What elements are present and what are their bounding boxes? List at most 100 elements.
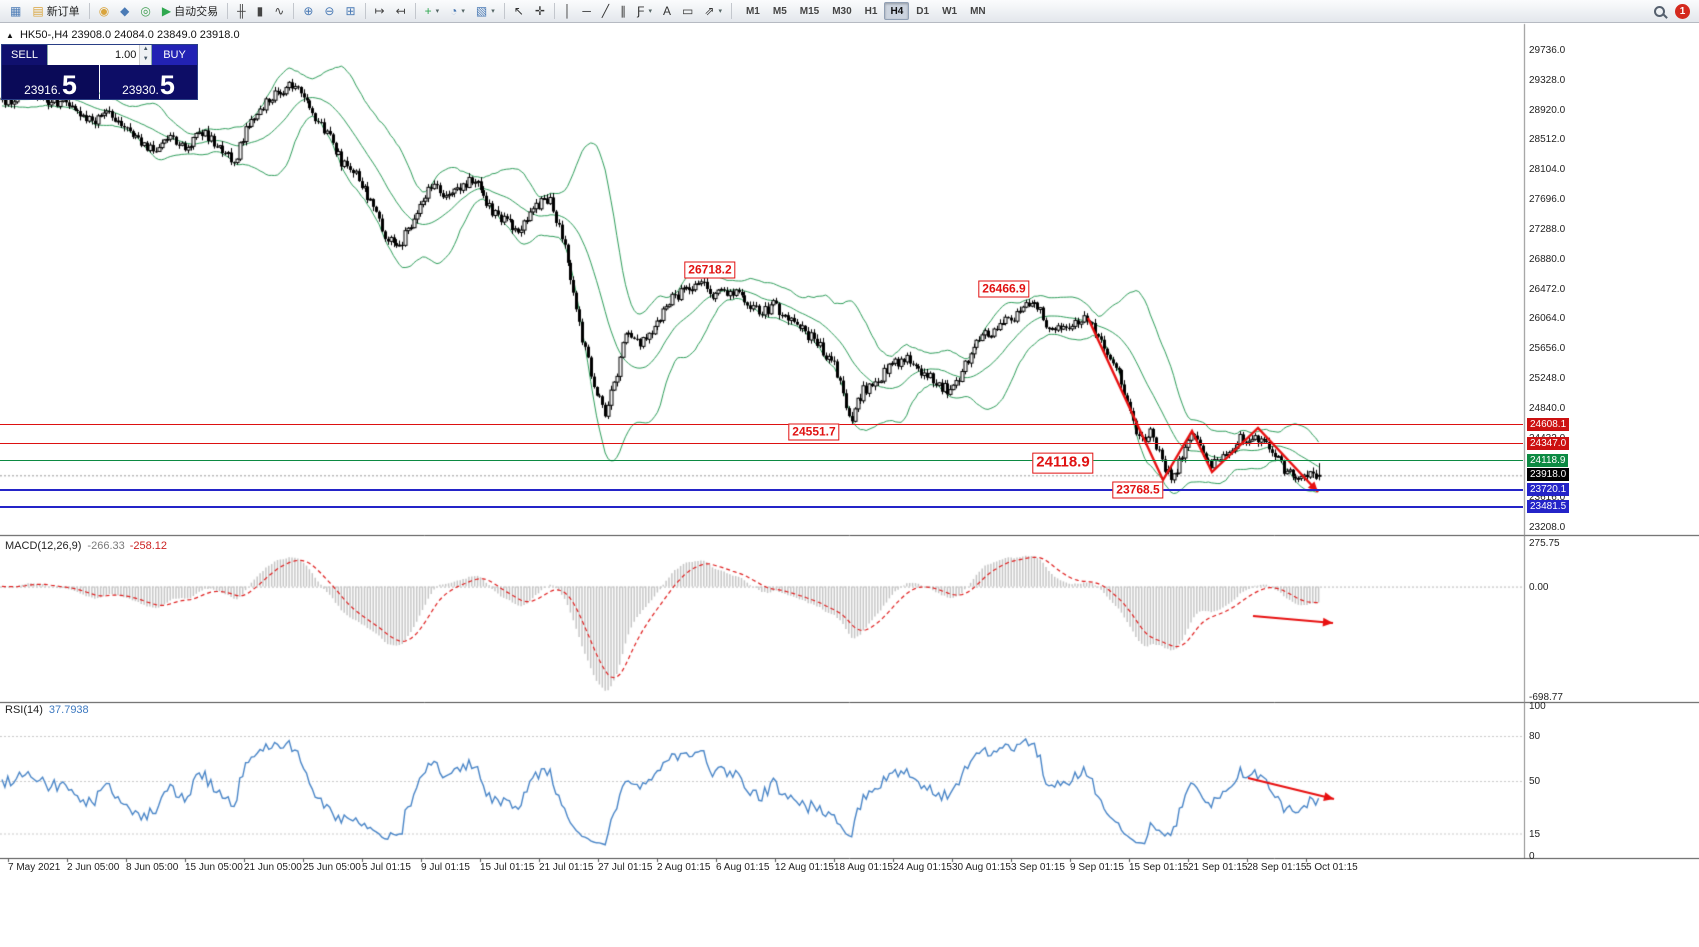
price-hline[interactable] (0, 443, 1523, 445)
new-chart-button[interactable]: ▦ (5, 2, 26, 21)
indicators-button[interactable]: + ▾ (420, 2, 445, 21)
trendline-button[interactable]: ╱ (597, 2, 614, 21)
auto-trading-button[interactable]: ▶ 自动交易 (157, 2, 223, 21)
navigator-icon: ◎ (140, 4, 151, 18)
time-axis-label: 27 Jul 01:15 (598, 862, 653, 873)
bar-chart-icon: ╫ (237, 4, 246, 18)
zoom-in-button[interactable]: ⊕ (298, 2, 318, 21)
arrows-icon: ⇗ (704, 4, 715, 18)
market-watch-button[interactable]: ◉ (94, 2, 114, 21)
one-click-trading-panel: SELL ▲ ▼ BUY 23916.5 23930.5 (1, 44, 198, 100)
price-label-box[interactable]: 24551.7 (788, 423, 840, 441)
navigator-button[interactable]: ◎ (135, 2, 155, 21)
time-axis-label: 15 Jul 01:15 (480, 862, 535, 873)
chevron-down-icon: ▾ (435, 8, 440, 15)
new-order-label: 新订单 (46, 6, 80, 18)
volume-up-button[interactable]: ▲ (140, 45, 151, 55)
sell-price-main: 23916. (24, 83, 61, 97)
sell-button[interactable]: SELL (2, 45, 47, 65)
auto-scroll-icon: ↦ (374, 4, 385, 18)
timeframe-m1-button[interactable]: M1 (745, 5, 760, 17)
macd-axis-label: 0.00 (1529, 581, 1549, 593)
zoom-out-button[interactable]: ⊖ (319, 2, 339, 21)
buy-button[interactable]: BUY (152, 45, 197, 65)
price-label-box[interactable]: 23768.5 (1112, 481, 1164, 499)
macd-signal-value: -258.12 (129, 540, 168, 552)
price-hline[interactable] (0, 424, 1523, 426)
cursor-button[interactable]: ↖ (509, 2, 529, 21)
volume-field: ▲ ▼ (47, 45, 152, 65)
price-hline[interactable] (0, 506, 1523, 509)
timeframe-m5-button[interactable]: M5 (772, 5, 787, 17)
new-order-button[interactable]: ▤ 新订单 (27, 2, 84, 21)
price-label-box[interactable]: 24118.9 (1032, 452, 1094, 474)
chart-shift-button[interactable]: ↤ (391, 2, 411, 21)
notification-badge[interactable]: 1 (1675, 3, 1690, 19)
channel-button[interactable]: ∥ (615, 2, 631, 21)
timeframe-w1-button[interactable]: W1 (942, 5, 958, 17)
periods-icon: ◔ (450, 4, 458, 18)
price-label-box[interactable]: 26718.2 (684, 261, 736, 279)
search-icon[interactable] (1654, 5, 1665, 17)
auto-scroll-button[interactable]: ↦ (370, 2, 390, 21)
rsi-axis-label: 50 (1529, 776, 1541, 787)
line-chart-button[interactable]: ∿ (269, 2, 289, 21)
bar-chart-button[interactable]: ╫ (232, 2, 251, 21)
indicators-icon: + (424, 4, 432, 18)
volume-down-button[interactable]: ▼ (140, 55, 151, 65)
time-axis-label: 15 Sep 01:15 (1129, 862, 1189, 873)
price-axis-label: 28920.0 (1529, 104, 1566, 116)
tile-windows-button[interactable]: ⊞ (340, 2, 360, 21)
symbol-marker-icon: ▲ (6, 31, 14, 40)
price-axis-label: 26064.0 (1529, 313, 1566, 325)
periods-button[interactable]: ◔ ▾ (445, 2, 470, 21)
text-button[interactable]: A (658, 2, 676, 21)
volume-input[interactable] (48, 45, 140, 65)
timeframe-mn-button[interactable]: MN (970, 5, 986, 17)
timeframe-h1-button[interactable]: H1 (864, 5, 878, 17)
candlestick-chart-button[interactable]: ▮ (252, 2, 269, 21)
data-window-icon: ◆ (120, 4, 130, 18)
toolbar-items: ▦ ▤ 新订单 ◉ ◆ ◎ ▶ 自动交易 ╫ ▮ ∿ ⊕ ⊖ ⊞ ↦ ↤ + ▾ ◔ ▾ ▧ ▾ ↖ ✛ │ ─ ╱ ∥ Ƒ ▾ A ▭ ⇗ ▾ (5, 2, 735, 21)
price-axis-label: 23616.0 (1529, 492, 1566, 504)
price-axis-marked-label: 23918.0 (1527, 468, 1570, 482)
market-watch-icon: ◉ (98, 4, 110, 18)
price-axis-marked-label: 24608.1 (1527, 417, 1570, 431)
macd-label: MACD(12,26,9) (5, 540, 82, 552)
timeframe-m15-button[interactable]: M15 (799, 5, 820, 17)
vertical-line-icon: │ (563, 4, 572, 18)
zoom-out-icon: ⊖ (324, 4, 335, 18)
sell-price[interactable]: 23916. 5 (2, 65, 99, 99)
fibonacci-button[interactable]: Ƒ ▾ (632, 2, 657, 21)
text-label-button[interactable]: ▭ (677, 2, 698, 21)
timeframe-h4-button[interactable]: H4 (884, 2, 910, 20)
timeframe-d1-button[interactable]: D1 (916, 5, 930, 17)
channel-icon: ∥ (620, 4, 627, 18)
price-label-box[interactable]: 26466.9 (978, 280, 1030, 298)
price-axis-label: 27696.0 (1529, 194, 1566, 206)
templates-button[interactable]: ▧ ▾ (471, 2, 500, 21)
buy-price[interactable]: 23930. 5 (100, 65, 197, 99)
price-axis-label: 23208.0 (1529, 522, 1566, 534)
price-hline[interactable] (0, 488, 1523, 491)
chart-header: ▲ HK50-,H4 23908.0 24084.0 23849.0 23918… (6, 29, 240, 41)
vertical-line-button[interactable]: │ (559, 2, 577, 21)
price-axis-label: 26472.0 (1529, 283, 1566, 295)
toolbar-separator (88, 3, 90, 19)
toolbar-separator (293, 3, 295, 19)
arrows-button[interactable]: ⇗ ▾ (699, 2, 727, 21)
timeframe-m30-button[interactable]: M30 (832, 5, 852, 17)
horizontal-line-button[interactable]: ─ (577, 2, 596, 21)
rsi-axis-label: 80 (1529, 731, 1541, 742)
crosshair-button[interactable]: ✛ (530, 2, 550, 21)
price-axis-marked-label: 23481.5 (1527, 500, 1570, 514)
toolbar: ▦ ▤ 新订单 ◉ ◆ ◎ ▶ 自动交易 ╫ ▮ ∿ ⊕ ⊖ ⊞ ↦ ↤ + ▾ ◔ ▾ ▧ ▾ ↖ ✛ │ ─ ╱ ∥ Ƒ ▾ A ▭ ⇗ ▾ … (0, 0, 1699, 23)
price-hline[interactable] (0, 460, 1523, 462)
data-window-button[interactable]: ◆ (115, 2, 134, 21)
text-icon: A (663, 4, 672, 18)
toolbar-separator (414, 3, 416, 19)
tile-windows-icon: ⊞ (345, 4, 356, 18)
text-label-icon: ▭ (682, 4, 694, 18)
